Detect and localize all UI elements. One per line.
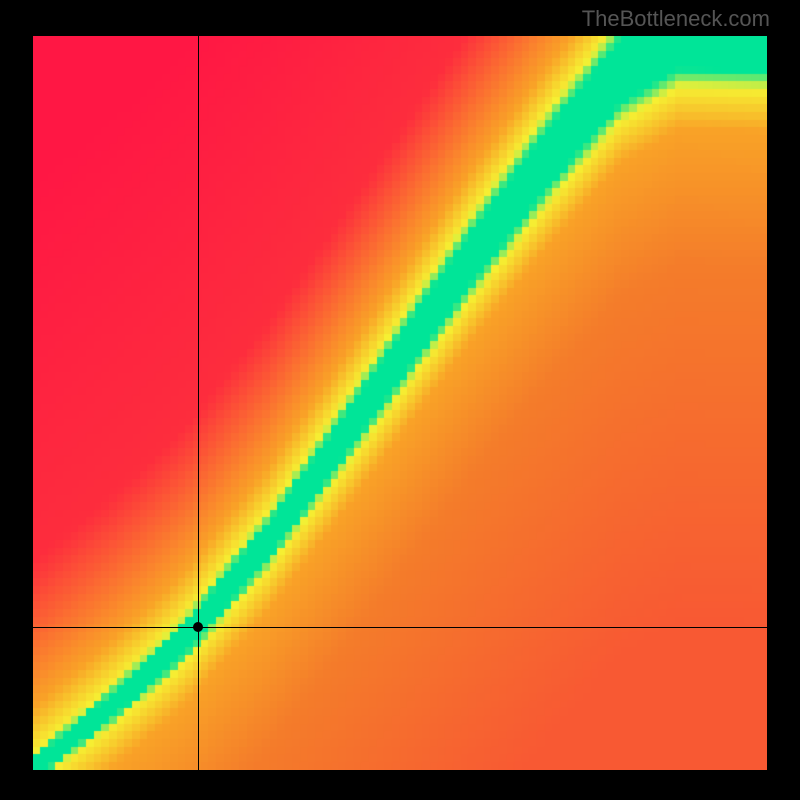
bottleneck-heatmap xyxy=(33,36,767,770)
chart-container: TheBottleneck.com xyxy=(0,0,800,800)
data-point-marker xyxy=(193,622,203,632)
crosshair-vertical xyxy=(198,36,199,770)
watermark-text: TheBottleneck.com xyxy=(582,6,770,32)
plot-area xyxy=(33,36,767,770)
crosshair-horizontal xyxy=(33,627,767,628)
